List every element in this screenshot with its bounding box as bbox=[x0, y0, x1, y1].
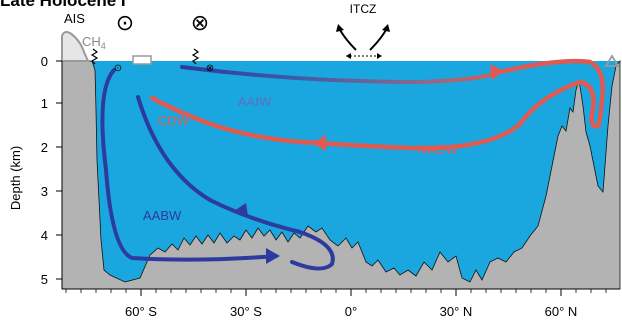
y-ticks bbox=[56, 60, 62, 280]
label-cdw: CDW bbox=[158, 113, 190, 128]
x-tick-label-30n: 30° N bbox=[440, 304, 473, 319]
wind-out-of-page-icon: ⊙ bbox=[116, 10, 134, 35]
label-ais: AIS bbox=[64, 11, 85, 26]
itcz-left-arrowhead bbox=[336, 24, 344, 32]
x-tick-label-60n: 60° N bbox=[545, 304, 578, 319]
ice-shelf bbox=[132, 55, 152, 65]
y-axis-label: Depth (km) bbox=[8, 146, 23, 210]
label-itcz: ITCZ bbox=[350, 2, 377, 16]
wind-into-page-icon: ⊗ bbox=[191, 10, 209, 35]
x-tick-label-0: 0° bbox=[345, 304, 357, 319]
x-tick-label-60s: 60° S bbox=[125, 304, 157, 319]
y-tick-label-3: 3 bbox=[41, 184, 48, 199]
x-major-ticks bbox=[140, 289, 562, 296]
x-tick-label-30s: 30° S bbox=[230, 304, 262, 319]
small-out-of-page-icon: ⊙ bbox=[114, 63, 122, 74]
y-tick-label-4: 4 bbox=[41, 228, 48, 243]
y-tick-label-0: 0 bbox=[41, 54, 48, 69]
aaiw-arrowhead bbox=[490, 64, 504, 80]
figure-title-partial: Late Holocene I bbox=[0, 0, 126, 10]
y-tick-label-5: 5 bbox=[41, 272, 48, 287]
itcz-conv-arrow-left bbox=[346, 53, 351, 59]
label-nadw: NADW bbox=[418, 142, 458, 157]
y-tick-label-1: 1 bbox=[41, 96, 48, 111]
ice-sheet bbox=[61, 31, 90, 62]
label-aabw: AABW bbox=[143, 208, 182, 223]
itcz-right-arrowhead bbox=[382, 24, 390, 32]
aabw-flow-line bbox=[100, 68, 278, 262]
aabw-arrowhead-2 bbox=[234, 203, 248, 216]
x-minor-ticks bbox=[65, 289, 607, 293]
small-into-page-icon: ⊗ bbox=[206, 63, 214, 74]
itcz-left-arrow-icon bbox=[339, 29, 357, 51]
sea-ice-marker bbox=[604, 54, 620, 67]
methane-flux-squiggle-icon bbox=[90, 48, 99, 65]
aabw-upwelling-line bbox=[136, 95, 335, 271]
label-aaiw: AAIW bbox=[238, 94, 272, 109]
seafloor bbox=[61, 59, 621, 290]
heat-flux-squiggle-icon bbox=[191, 48, 200, 65]
cdw-flow-line bbox=[149, 95, 321, 146]
aaiw-flow-line bbox=[180, 65, 502, 85]
nadw-flow-line bbox=[315, 58, 605, 151]
y-tick-label-2: 2 bbox=[41, 140, 48, 155]
aabw-arrowhead-1 bbox=[266, 248, 280, 264]
itcz-conv-arrow-right bbox=[377, 53, 382, 59]
itcz-right-arrow-icon bbox=[369, 29, 387, 51]
label-ch4: CH4 bbox=[82, 34, 106, 51]
